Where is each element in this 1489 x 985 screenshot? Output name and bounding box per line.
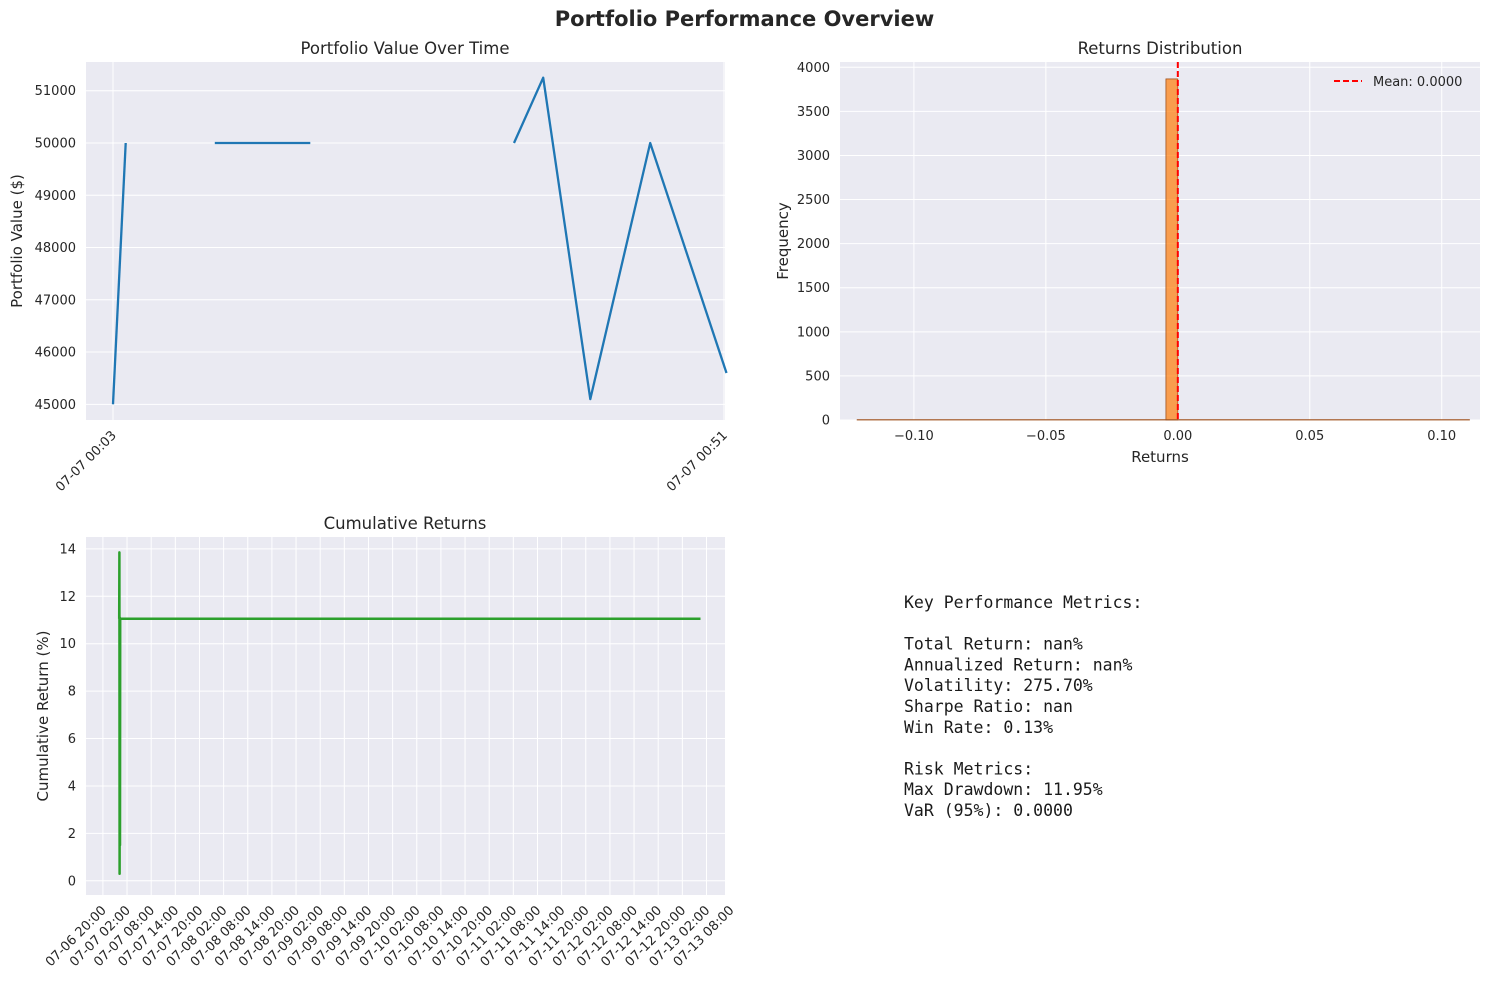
cumulative-plot-area xyxy=(86,537,725,895)
portfolio-value-plot-area xyxy=(86,62,725,420)
ytick-label: 0 xyxy=(68,874,76,889)
cumulative-return-line xyxy=(117,551,701,875)
metrics-line: Max Drawdown: 11.95% xyxy=(904,780,1103,799)
cumulative-grid xyxy=(86,537,732,895)
returns-legend: Mean: 0.0000 xyxy=(1334,75,1462,90)
metrics-panel: Key Performance Metrics: Total Return: na… xyxy=(904,593,1142,820)
xtick-label: 0.00 xyxy=(1163,429,1192,444)
metrics-line: Sharpe Ratio: nan xyxy=(904,697,1073,716)
portfolio-value-line xyxy=(111,142,127,405)
returns-xlabel: Returns xyxy=(1131,448,1189,466)
ytick-label: 2 xyxy=(68,827,76,842)
ytick-label: 2000 xyxy=(797,237,830,252)
metrics-line: Key Performance Metrics: xyxy=(904,593,1142,612)
xtick-label: 07-07 00:03 xyxy=(53,428,120,495)
metrics-line: VaR (95%): 0.0000 xyxy=(904,801,1073,820)
ytick-label: 48000 xyxy=(35,241,76,256)
portfolio-value-ylabel: Portfolio Value ($) xyxy=(8,174,26,308)
xtick-label: 0.10 xyxy=(1427,429,1456,444)
ytick-label: 14 xyxy=(59,542,76,557)
legend-mean-label: Mean: 0.0000 xyxy=(1373,75,1462,90)
ytick-label: 46000 xyxy=(35,346,76,361)
ytick-label: 3500 xyxy=(797,105,830,120)
portfolio-value-panel: 45000 46000 47000 48000 49000 50000 51000 07-07… xyxy=(8,39,731,495)
cumulative-series xyxy=(117,551,701,875)
portfolio-value-line xyxy=(512,76,728,401)
xtick-label: −0.05 xyxy=(1026,429,1066,444)
metrics-line: Volatility: 275.70% xyxy=(904,676,1093,695)
ytick-label: 6 xyxy=(68,732,76,747)
ytick-label: 10 xyxy=(59,637,76,652)
xtick-label: −0.10 xyxy=(894,429,934,444)
ytick-label: 500 xyxy=(805,369,830,384)
ytick-label: 45000 xyxy=(35,398,76,413)
ytick-label: 0 xyxy=(822,414,830,429)
returns-distribution-panel: 0 500 1000 1500 2000 2500 3000 3500 4000 −0.10 −0.… xyxy=(774,39,1480,466)
ytick-label: 4000 xyxy=(797,61,830,76)
returns-ticks: 0 500 1000 1500 2000 2500 3000 3500 4000 −0.10 −0.… xyxy=(797,61,1456,444)
ytick-label: 12 xyxy=(59,590,76,605)
returns-ylabel: Frequency xyxy=(774,202,792,280)
portfolio-value-series xyxy=(111,76,728,405)
ytick-label: 2500 xyxy=(797,193,830,208)
ytick-label: 8 xyxy=(68,685,76,700)
ytick-label: 4 xyxy=(68,779,76,794)
metrics-line: Win Rate: 0.13% xyxy=(904,718,1053,737)
returns-title: Returns Distribution xyxy=(1078,39,1243,58)
metrics-line: Risk Metrics: xyxy=(904,759,1033,778)
cumulative-ylabel: Cumulative Return (%) xyxy=(34,631,52,802)
ytick-label: 47000 xyxy=(35,293,76,308)
metrics-line: Total Return: nan% xyxy=(904,635,1083,654)
ytick-label: 3000 xyxy=(797,149,830,164)
xtick-label: 07-07 00:51 xyxy=(664,428,731,495)
returns-histogram-bars xyxy=(856,62,1470,421)
cumulative-title: Cumulative Returns xyxy=(324,514,487,533)
xtick-label: 0.05 xyxy=(1295,429,1324,444)
histogram-bar xyxy=(1165,78,1179,421)
ytick-label: 1000 xyxy=(797,325,830,340)
ytick-label: 51000 xyxy=(35,84,76,99)
metrics-line: Annualized Return: nan% xyxy=(904,655,1133,674)
figure-title: Portfolio Performance Overview xyxy=(555,7,935,31)
returns-plot-area xyxy=(840,62,1480,420)
ytick-label: 1500 xyxy=(797,281,830,296)
portfolio-value-title: Portfolio Value Over Time xyxy=(301,39,510,58)
ytick-label: 49000 xyxy=(35,189,76,204)
portfolio-value-grid xyxy=(86,62,725,420)
ytick-label: 50000 xyxy=(35,137,76,152)
